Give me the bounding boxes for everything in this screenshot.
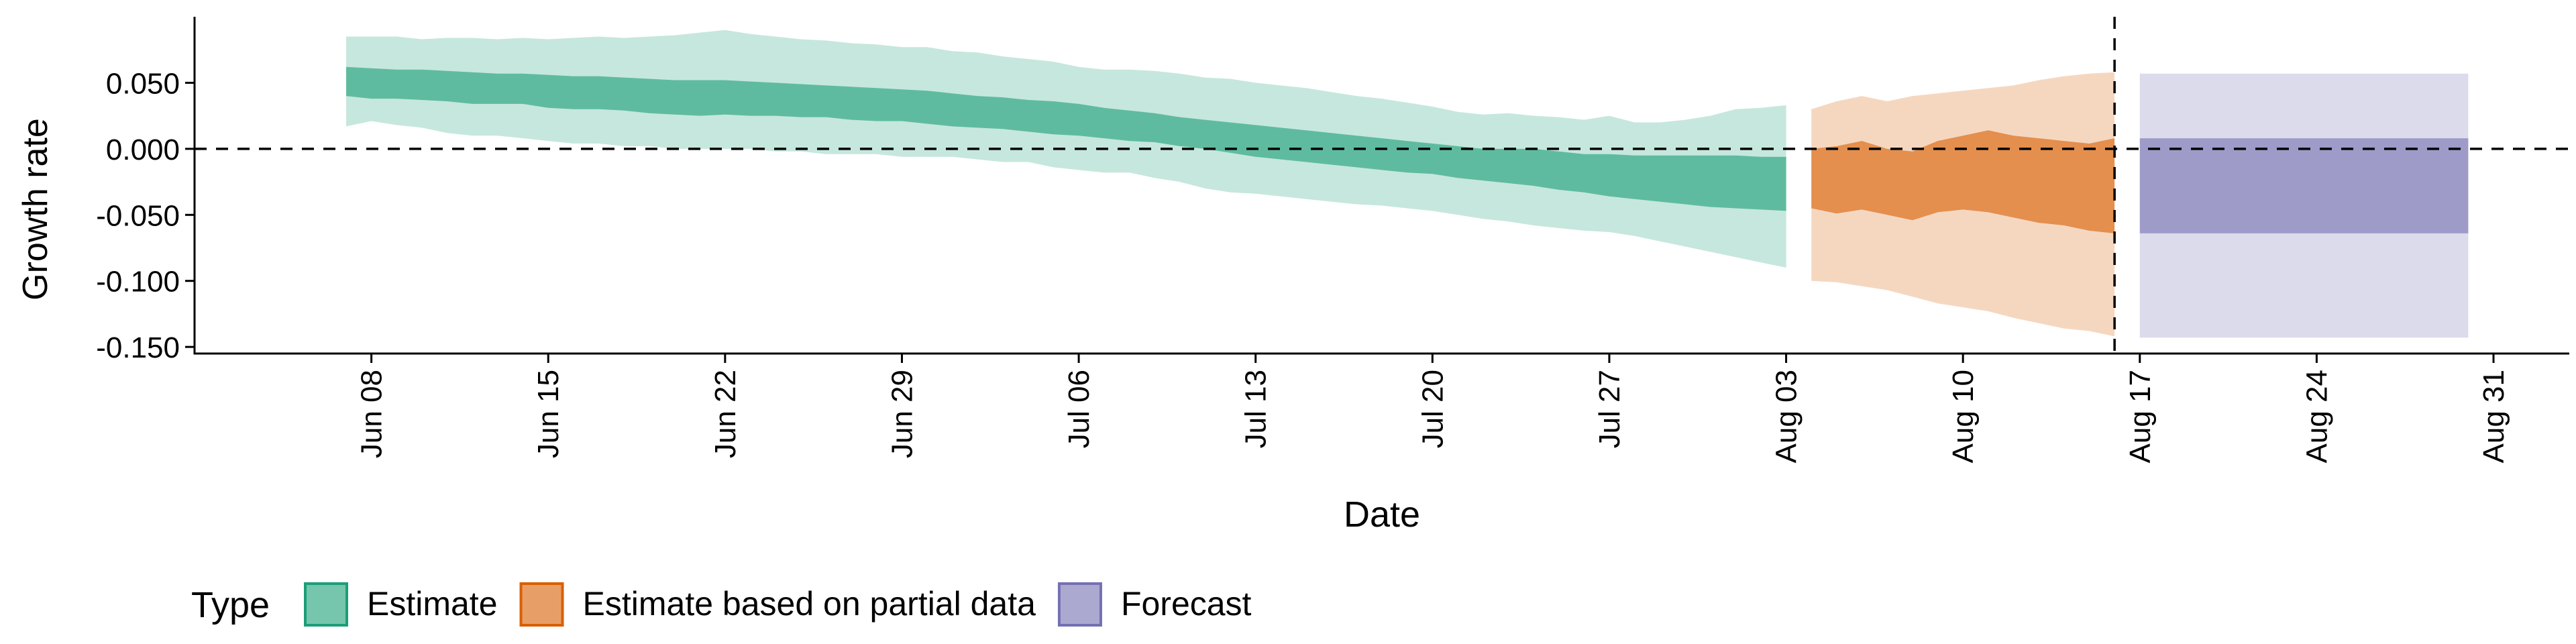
legend: Type Estimate Estimate based on partial d… (191, 582, 1252, 627)
legend-items: Estimate Estimate based on partial data Fo… (304, 582, 1252, 627)
legend-swatch (519, 582, 564, 627)
y-tick-label: 0.000 (106, 133, 180, 166)
legend-label: Estimate based on partial data (583, 585, 1036, 623)
x-tick-label: Aug 17 (2124, 370, 2157, 463)
reference-lines (195, 17, 2569, 354)
y-tick-label: -0.050 (96, 199, 180, 232)
y-axis-title: Growth rate (16, 118, 55, 301)
x-tick-label: Aug 03 (1770, 370, 1803, 463)
x-tick-label: Aug 31 (2477, 370, 2510, 463)
band-50-estimate (346, 66, 1786, 211)
x-tick-label: Jun 15 (532, 370, 565, 458)
y-tick-label: -0.150 (96, 331, 180, 364)
band-50-forecast (2139, 138, 2469, 233)
x-tick-label: Jul 13 (1240, 370, 1273, 448)
legend-title: Type (191, 585, 270, 625)
legend-swatch (1057, 582, 1102, 627)
x-tick-label: Jul 20 (1416, 370, 1449, 448)
x-tick-label: Aug 24 (2300, 370, 2333, 463)
y-tick-label: -0.100 (96, 266, 180, 299)
legend-label: Forecast (1121, 585, 1252, 623)
band-layer (346, 30, 2469, 338)
x-axis-title: Date (1344, 494, 1420, 535)
x-tick-label: Jun 22 (709, 370, 742, 458)
x-tick-label: Jun 29 (886, 370, 919, 458)
y-tick-label: 0.050 (106, 67, 180, 100)
x-axis-ticks: Jun 08 Jun 15 Jun 22 Jun 29 Jul 06 Jul 13 Jul … (356, 354, 2510, 463)
legend-label: Estimate (367, 585, 498, 623)
x-tick-label: Jul 27 (1593, 370, 1626, 448)
band-50-estimate-based-on-partial-data (1811, 130, 2115, 233)
legend-swatch (304, 582, 348, 627)
y-axis-ticks: 0.050 0.000 -0.050 -0.100 -0.150 (96, 67, 195, 364)
axes: 0.050 0.000 -0.050 -0.100 -0.150 Jun 08 Jun 1… (96, 17, 2569, 463)
x-tick-label: Jun 08 (356, 370, 388, 458)
x-tick-label: Jul 06 (1063, 370, 1095, 448)
x-tick-label: Aug 10 (1947, 370, 1980, 463)
